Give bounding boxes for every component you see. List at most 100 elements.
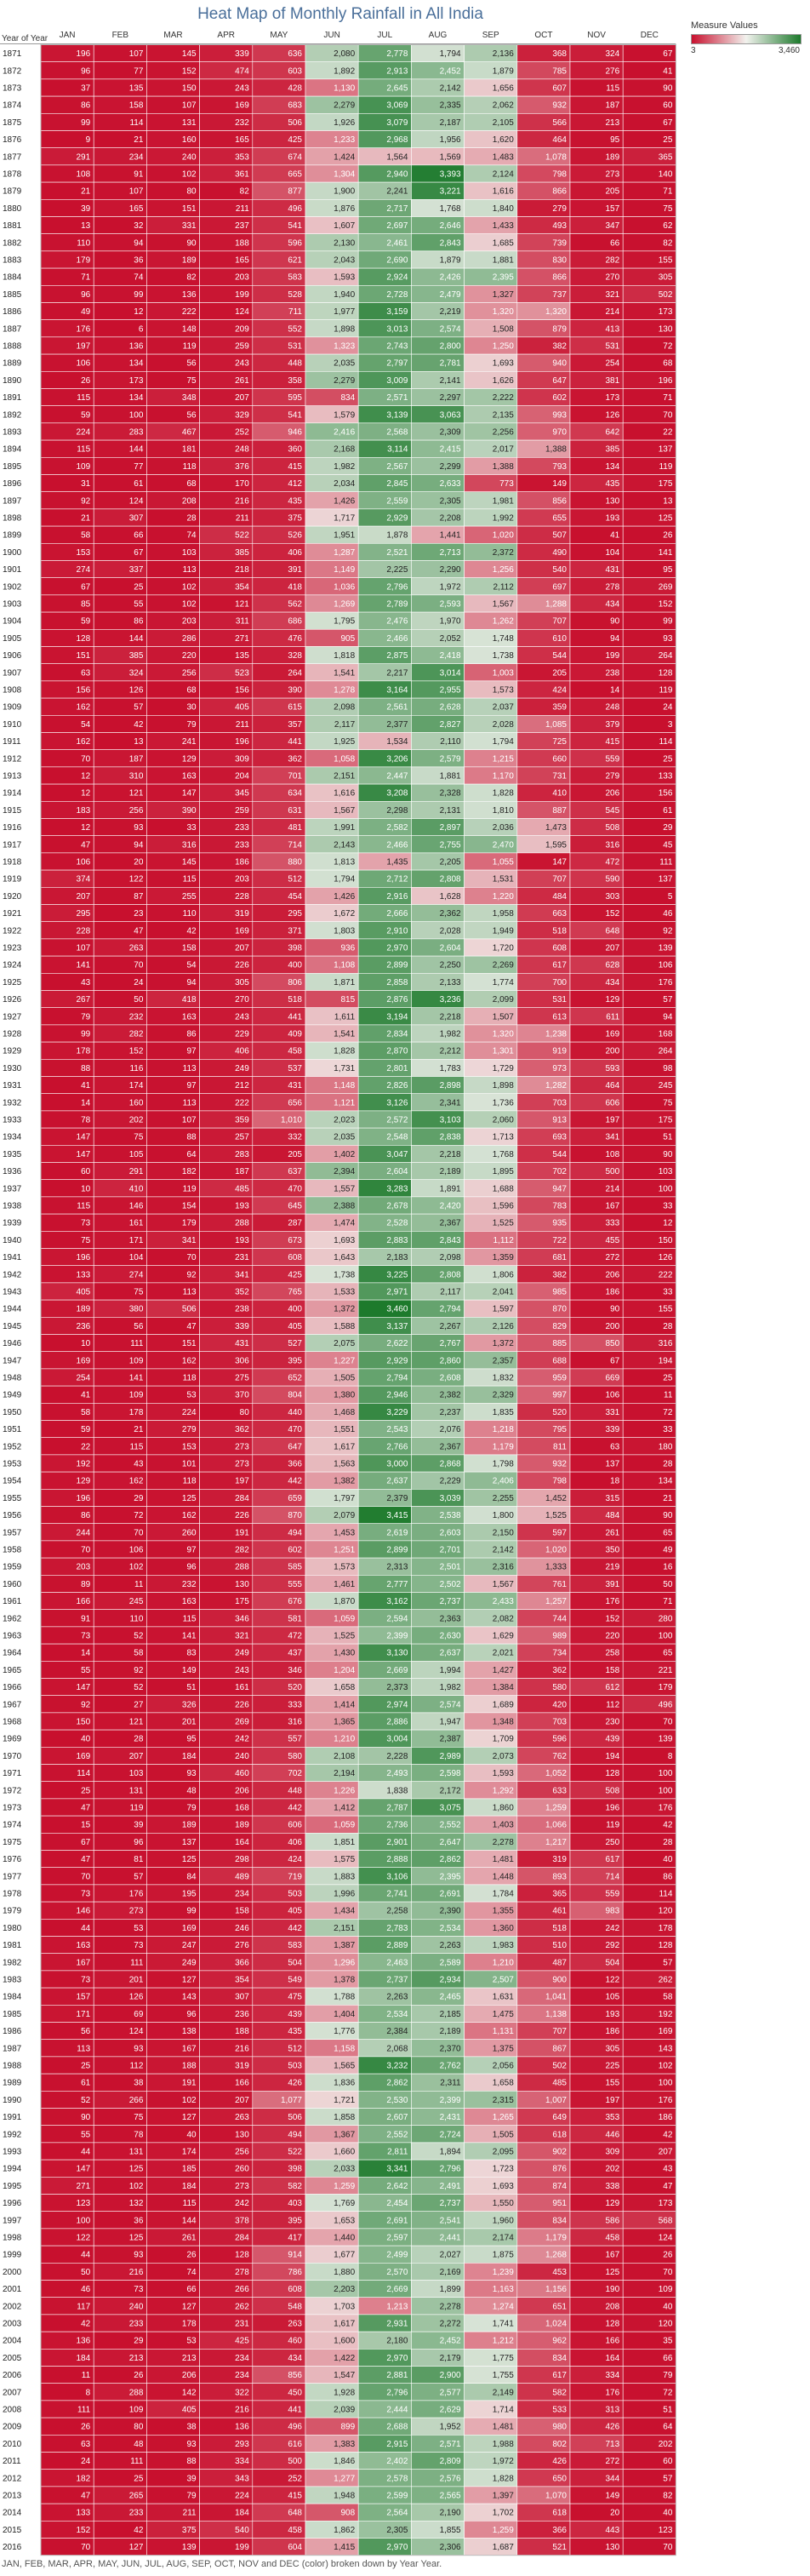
cell-value-label: 242 [235, 2199, 249, 2208]
cell-value-label: 2,315 [493, 2096, 514, 2105]
cell-value-label: 510 [552, 1941, 567, 1950]
row-label-year: 1948 [3, 1374, 22, 1383]
cell-value-label: 1,404 [334, 2010, 355, 2019]
cell-value-label: 21 [81, 187, 91, 197]
cell-value-label: 134 [606, 462, 620, 472]
cell-value-label: 101 [182, 1460, 197, 1469]
cell-value-label: 59 [81, 1425, 91, 1434]
cell-value-label: 171 [129, 1236, 144, 1245]
cell-value-label: 2,263 [386, 1993, 408, 2002]
cell-value-label: 203 [235, 875, 249, 884]
cell-value-label: 2,796 [386, 2388, 408, 2397]
row-label-year: 1891 [3, 393, 22, 403]
cell-value-label: 2,737 [440, 2199, 461, 2208]
cell-value-label: 472 [288, 1632, 302, 1641]
cell-value-label: 24 [134, 978, 144, 987]
cell-value-label: 617 [552, 961, 567, 970]
cell-value-label: 375 [182, 2526, 197, 2535]
cell-value-label: 68 [186, 479, 197, 489]
cell-value-label: 70 [81, 1546, 91, 1555]
cell-value-label: 1,949 [493, 926, 514, 936]
cell-value-label: 2,185 [440, 2010, 461, 2019]
cell-value-label: 158 [182, 944, 197, 953]
cell-value-label: 93 [134, 823, 144, 833]
cell-value-label: 156 [659, 789, 673, 799]
cell-value-label: 450 [288, 2388, 302, 2397]
cell-value-label: 1,982 [334, 462, 355, 472]
cell-value-label: 2,630 [440, 1632, 461, 1641]
cell-value-label: 2,876 [386, 995, 408, 1005]
cell-value-label: 1,359 [493, 1253, 514, 1262]
row-label-year: 1935 [3, 1150, 22, 1159]
cell-value-label: 53 [134, 1924, 144, 1933]
cell-value-label: 125 [129, 2165, 144, 2174]
cell-value-label: 286 [182, 634, 197, 644]
cell-value-label: 175 [235, 1597, 249, 1606]
cell-value-label: 171 [77, 2010, 91, 2019]
cell-value-label: 2,431 [440, 2113, 461, 2122]
cell-value-label: 2,642 [386, 2182, 408, 2191]
cell-value-label: 1,794 [440, 49, 461, 59]
cell-value-label: 2,420 [440, 1202, 461, 1211]
cell-value-label: 12 [81, 772, 91, 781]
cell-value-label: 448 [288, 359, 302, 369]
cell-value-label: 2,666 [386, 909, 408, 919]
row-label-year: 1907 [3, 668, 22, 678]
cell-value-label: 866 [552, 273, 567, 283]
cell-value-label: 798 [552, 1477, 567, 1486]
cell-value-label: 2,363 [440, 1614, 461, 1623]
cell-value-label: 220 [182, 651, 197, 661]
cell-value-label: 121 [129, 1718, 144, 1727]
cell-value-label: 94 [134, 238, 144, 248]
cell-value-label: 621 [288, 256, 302, 266]
cell-value-label: 213 [606, 118, 620, 128]
cell-value-label: 2,463 [386, 1958, 408, 1967]
cell-value-label: 2,272 [440, 2320, 461, 2329]
cell-value-label: 1,287 [334, 548, 355, 558]
cell-value-label: 1,320 [545, 307, 567, 317]
cell-value-label: 316 [288, 1718, 302, 1727]
cell-value-label: 151 [182, 204, 197, 214]
cell-value-label: 139 [659, 1735, 673, 1744]
cell-value-label: 581 [288, 1614, 302, 1623]
cell-value-label: 2,568 [386, 428, 408, 438]
cell-value-label: 1,838 [386, 1786, 408, 1795]
cell-value-label: 178 [659, 1924, 673, 1933]
cell-value-label: 70 [134, 961, 144, 970]
cell-value-label: 507 [552, 531, 567, 541]
cell-value-label: 79 [663, 2371, 673, 2380]
cell-value-label: 339 [235, 49, 249, 59]
cell-value-label: 493 [552, 221, 567, 231]
row-label-year: 1937 [3, 1184, 22, 1194]
cell-value-label: 1,731 [334, 1064, 355, 1073]
cell-value-label: 503 [288, 2062, 302, 2071]
cell-value-label: 2,838 [440, 1133, 461, 1142]
cell-value-label: 303 [606, 892, 620, 902]
cell-value-label: 1,629 [493, 1632, 514, 1641]
cell-value-label: 1,277 [334, 2474, 355, 2483]
cell-value-label: 1,508 [493, 324, 514, 334]
cell-value-label: 2,543 [386, 1425, 408, 1434]
cell-value-label: 219 [606, 1563, 620, 1572]
cell-value-label: 214 [606, 1184, 620, 1194]
cell-value-label: 73 [134, 1941, 144, 1950]
cell-value-label: 74 [186, 2268, 197, 2277]
cell-value-label: 2,736 [386, 1821, 408, 1830]
cell-value-label: 1,218 [493, 1425, 514, 1434]
cell-value-label: 114 [659, 1890, 672, 1899]
cell-value-label: 2,574 [440, 1700, 461, 1709]
cell-value-label: 2,796 [440, 2165, 461, 2174]
cell-value-label: 190 [606, 2285, 620, 2294]
cell-value-label: 523 [235, 668, 249, 678]
cell-value-label: 2,372 [493, 548, 514, 558]
cell-value-label: 324 [129, 668, 144, 678]
cell-value-label: 25 [663, 1374, 673, 1383]
cell-value-label: 207 [235, 2096, 249, 2105]
cell-value-label: 343 [235, 2474, 249, 2483]
cell-value-label: 264 [288, 668, 302, 678]
cell-value-label: 3 [668, 720, 673, 730]
cell-value-label: 1,256 [493, 565, 514, 575]
cell-value-label: 175 [659, 479, 673, 489]
cell-value-label: 2,105 [493, 118, 514, 128]
cell-value-label: 130 [235, 1580, 249, 1589]
